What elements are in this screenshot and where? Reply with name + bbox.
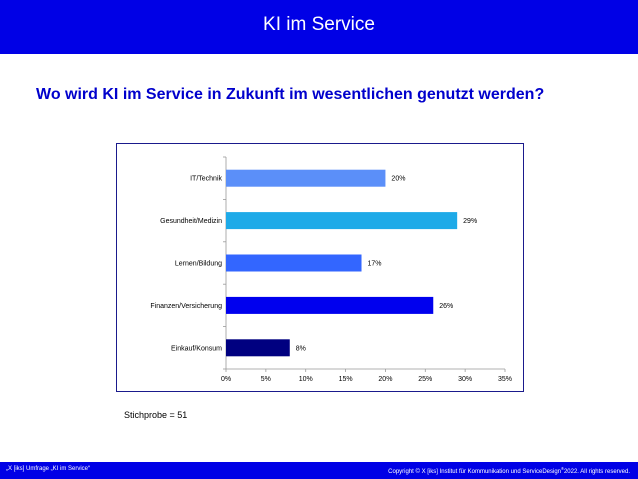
bar-it-technik [226, 169, 386, 187]
x-tick-label: 25% [418, 376, 432, 383]
x-tick-label: 35% [498, 376, 512, 383]
bar-gesundheit-medizin [226, 212, 458, 230]
category-label: Gesundheit/Medizin [160, 218, 222, 225]
footer-copyright-main: Copyright © X [iks] Institut für Kommuni… [388, 469, 561, 475]
category-label: Lernen/Bildung [175, 261, 222, 268]
x-tick-label: 30% [458, 376, 472, 383]
bar-lernen-bildung [226, 254, 362, 272]
category-label: Finanzen/Versicherung [150, 303, 222, 310]
x-tick-label: 10% [299, 376, 313, 383]
value-label: 8% [296, 345, 306, 352]
x-tick-label: 0% [221, 376, 231, 383]
bar-finanzen-versicherung [226, 296, 434, 314]
x-tick-label: 20% [378, 376, 392, 383]
footer-copyright-tail: 2022. All rights reserved. [563, 469, 630, 475]
sample-size-note: Stichprobe = 51 [124, 410, 188, 420]
page-title: KI im Service [263, 14, 375, 35]
value-label: 29% [463, 218, 477, 225]
category-label: Einkauf/Konsum [171, 345, 222, 352]
header-bar: KI im Service [0, 0, 638, 54]
footer-bar: „X [iks] Umfrage „KI im Service“ Copyrig… [0, 462, 638, 479]
bar-chart: 0% 5% 10% 15% 20% 25% 30% 35% IT/Technik 20% Gesun… [150, 156, 512, 383]
value-label: 20% [391, 176, 405, 183]
x-tick-label: 15% [339, 376, 353, 383]
value-label: 17% [368, 261, 382, 268]
x-tick-label: 5% [261, 376, 271, 383]
chart-frame: 0% 5% 10% 15% 20% 25% 30% 35% IT/Technik 20% Gesun… [116, 143, 524, 392]
survey-question: Wo wird KI im Service in Zukunft im wese… [36, 86, 545, 103]
category-label: IT/Technik [190, 176, 222, 183]
footer-copyright: Copyright © X [iks] Institut für Kommuni… [388, 466, 630, 475]
footer-copyright-sup: ® [561, 466, 564, 471]
footer-survey-label: „X [iks] Umfrage „KI im Service“ [6, 466, 91, 472]
value-label: 26% [439, 303, 453, 310]
bar-einkauf-konsum [226, 339, 290, 357]
